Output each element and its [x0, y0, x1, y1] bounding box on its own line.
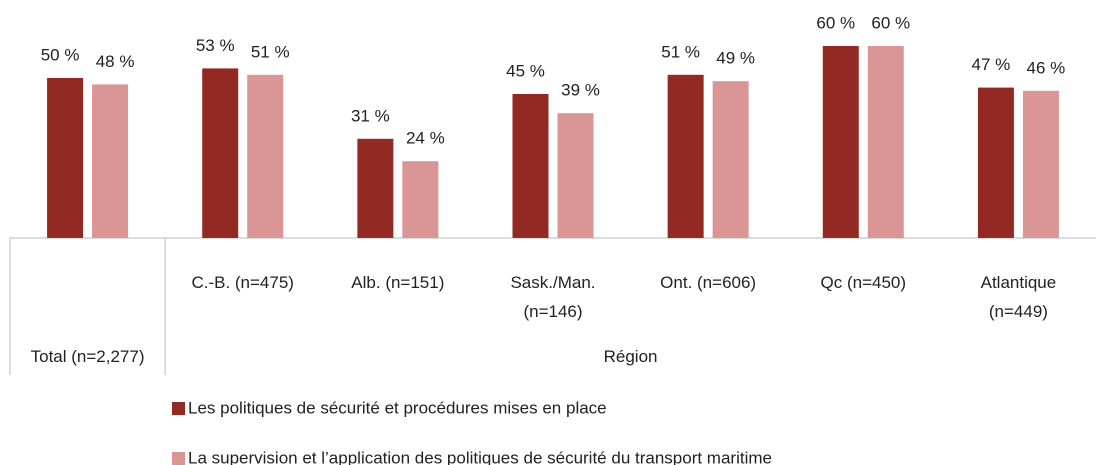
value-label: 39 %: [561, 81, 600, 100]
value-label: 31 %: [351, 106, 390, 125]
bar: [977, 87, 1014, 238]
legend-label: La supervision et l’application des poli…: [188, 448, 772, 465]
bar: [47, 78, 84, 238]
x-tick-label: C.-B. (n=475): [191, 273, 294, 292]
value-label: 49 %: [716, 49, 755, 68]
value-label: 50 %: [41, 45, 80, 64]
bar: [1022, 90, 1059, 238]
x-tick-label: Alb. (n=151): [351, 273, 445, 292]
bar: [357, 138, 394, 238]
value-label: 48 %: [96, 52, 135, 71]
legend-swatch: [172, 452, 185, 465]
value-label: 24 %: [406, 129, 445, 148]
x-tick-label: Atlantique (n=449): [980, 273, 1057, 321]
bar: [822, 46, 859, 238]
value-label: 60 %: [871, 13, 910, 32]
legend-swatch: [172, 402, 185, 415]
x-tick-label: Sask./Man. (n=146): [510, 273, 596, 321]
value-label: 51 %: [251, 42, 290, 61]
value-label: 51 %: [661, 42, 700, 61]
group-label: Région: [603, 347, 658, 366]
bar: [712, 81, 749, 238]
legend-label: Les politiques de sécurité et procédures…: [188, 398, 607, 417]
x-tick-label: Total (n=2,277): [30, 347, 145, 366]
value-label: 45 %: [506, 61, 545, 80]
value-label: 47 %: [972, 55, 1011, 74]
bar: [667, 74, 704, 238]
value-label: 53 %: [196, 36, 235, 55]
bar: [402, 161, 439, 238]
x-tick-label: Ont. (n=606): [660, 273, 757, 292]
bar: [512, 94, 549, 238]
bar: [247, 74, 284, 238]
x-tick-label: Qc (n=450): [820, 273, 907, 292]
value-label: 46 %: [1027, 58, 1066, 77]
bar: [92, 84, 129, 239]
bar: [867, 46, 904, 238]
bar: [202, 68, 239, 239]
bar: [557, 113, 594, 238]
value-label: 60 %: [816, 13, 855, 32]
